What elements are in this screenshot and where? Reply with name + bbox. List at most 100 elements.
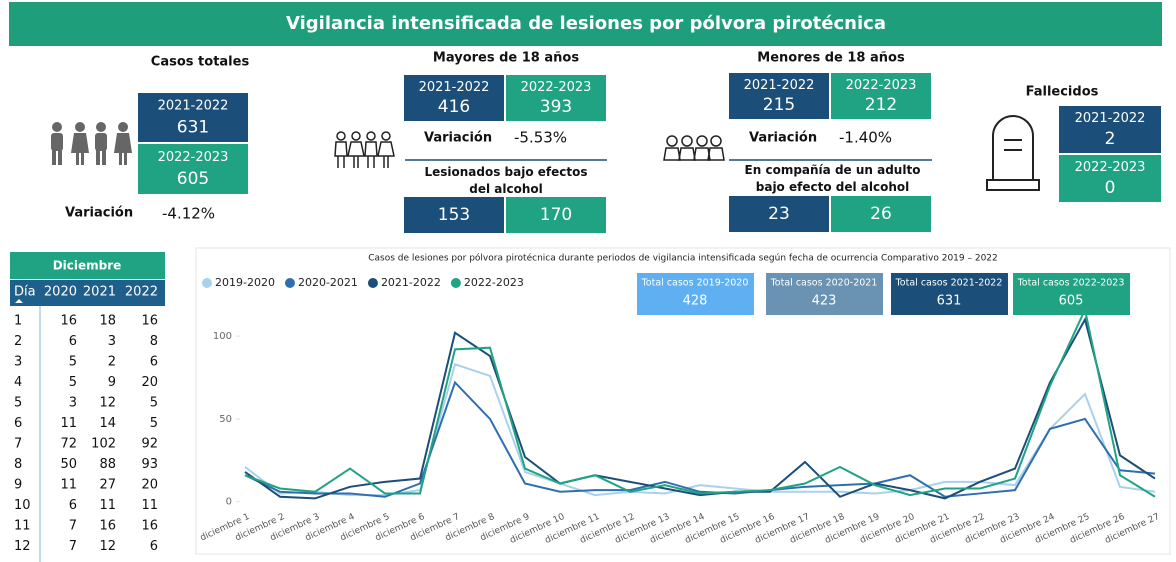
people-icon xyxy=(51,122,132,165)
kpi-title: Mayores de 18 años xyxy=(433,51,579,66)
variation-value: -1.40% xyxy=(839,129,892,147)
total-card xyxy=(766,273,883,315)
kpi-box xyxy=(831,196,931,232)
table-cell: 11 xyxy=(60,416,77,431)
kpi-box xyxy=(404,197,504,233)
y-tick-label: 50 xyxy=(219,414,232,425)
table-cell: 16 xyxy=(60,314,77,329)
kpi-box xyxy=(831,73,931,119)
table-cell: 7 xyxy=(14,437,22,452)
table-cell: 5 xyxy=(69,375,77,390)
table-title-bg xyxy=(10,252,165,279)
series-line xyxy=(244,316,1156,500)
table-cell: 20 xyxy=(141,375,158,390)
variation-value: -5.53% xyxy=(514,129,567,147)
table-cell: 92 xyxy=(141,437,158,452)
kpi-box xyxy=(506,75,606,121)
table-cell: 93 xyxy=(141,457,158,472)
table-cell: 11 xyxy=(99,498,116,513)
kpi-value: 26 xyxy=(870,204,892,224)
table-cell: 27 xyxy=(99,478,116,493)
table-cell: 16 xyxy=(99,519,116,534)
y-tick-label: 0 xyxy=(226,497,232,508)
legend-marker xyxy=(367,278,378,288)
table-title: Diciembre xyxy=(53,259,122,273)
kpi-value: 393 xyxy=(540,97,572,117)
kpi-label: 2022-2023 xyxy=(846,78,917,93)
table-cell: 18 xyxy=(99,314,116,329)
table-cell: 2 xyxy=(14,334,22,349)
total-card-value: 631 xyxy=(937,294,962,309)
total-card-value: 428 xyxy=(683,294,708,309)
kpi-value: 2 xyxy=(1105,129,1116,149)
table-cell: 16 xyxy=(141,314,158,329)
table-header: 2022 xyxy=(125,285,158,300)
legend-label: 2019-2020 xyxy=(215,276,275,289)
y-tick-label: 100 xyxy=(213,331,232,342)
table-cell: 6 xyxy=(14,416,22,431)
table-cell: 7 xyxy=(69,539,77,554)
series-line xyxy=(244,380,1156,498)
table-cell: 11 xyxy=(14,519,31,534)
tombstone-icon xyxy=(986,115,1040,191)
kpi-title: Menores de 18 años xyxy=(757,51,905,66)
total-card-value: 423 xyxy=(812,294,837,309)
kpi-label: 2022-2023 xyxy=(521,80,592,95)
table-cell: 3 xyxy=(108,334,116,349)
adults-subtitle: Lesionados bajo efectos del alcohol xyxy=(424,165,588,196)
table-cell: 6 xyxy=(69,498,77,513)
table-cell: 16 xyxy=(141,519,158,534)
kpi-value: 631 xyxy=(177,117,209,137)
legend-label: 2022-2023 xyxy=(464,276,524,289)
legend-marker xyxy=(284,278,295,288)
kpi-title: Casos totales xyxy=(151,55,250,70)
table-cell: 50 xyxy=(60,457,77,472)
legend-label: 2021-2022 xyxy=(381,276,441,289)
kpi-value: 153 xyxy=(438,205,470,225)
legend-label: 2020-2021 xyxy=(298,276,358,289)
kpi-box xyxy=(138,144,248,194)
variation-label: Variación xyxy=(65,206,133,221)
table-cell: 7 xyxy=(69,519,77,534)
table-cell: 5 xyxy=(69,355,77,370)
table-cell: 8 xyxy=(14,457,22,472)
series-line xyxy=(244,306,1156,498)
table-cell: 2 xyxy=(108,355,116,370)
kpi-label: 2022-2023 xyxy=(1075,160,1146,175)
table-cell: 4 xyxy=(14,375,22,390)
table-cell: 5 xyxy=(150,396,158,411)
table-header: 2020 xyxy=(44,285,77,300)
table-cell: 9 xyxy=(14,478,22,493)
table-cell: 88 xyxy=(99,457,116,472)
table-header: Día xyxy=(14,285,36,300)
table-cell: 10 xyxy=(14,498,31,513)
total-card-label: Total casos 2022-2023 xyxy=(1017,278,1125,289)
table-cell: 11 xyxy=(141,498,158,513)
chart-title: Casos de lesiones por pólvora pirotécnic… xyxy=(368,253,998,264)
kpi-box xyxy=(506,197,606,233)
table-cell: 3 xyxy=(69,396,77,411)
total-card xyxy=(891,273,1008,315)
table-cell: 6 xyxy=(69,334,77,349)
table-cell: 9 xyxy=(108,375,116,390)
variation-value: -4.12% xyxy=(162,205,215,223)
variation-label: Variación xyxy=(749,131,817,146)
table-cell: 72 xyxy=(60,437,77,452)
kpi-label: 2021-2022 xyxy=(1075,111,1146,126)
table-cell: 5 xyxy=(14,396,22,411)
table-cell: 3 xyxy=(14,355,22,370)
sort-icon xyxy=(15,299,23,303)
legend-marker xyxy=(450,278,461,288)
table-cell: 14 xyxy=(99,416,116,431)
kpi-box xyxy=(729,196,829,232)
table-cell: 20 xyxy=(141,478,158,493)
kpi-value: 212 xyxy=(865,95,897,115)
kpi-label: 2022-2023 xyxy=(158,150,229,165)
kpi-box xyxy=(404,75,504,121)
kpi-value: 23 xyxy=(768,204,790,224)
kpi-label: 2021-2022 xyxy=(419,80,490,95)
variation-label: Variación xyxy=(424,131,492,146)
table-cell: 1 xyxy=(14,314,22,329)
header-title: Vigilancia intensificada de lesiones por… xyxy=(286,13,886,34)
